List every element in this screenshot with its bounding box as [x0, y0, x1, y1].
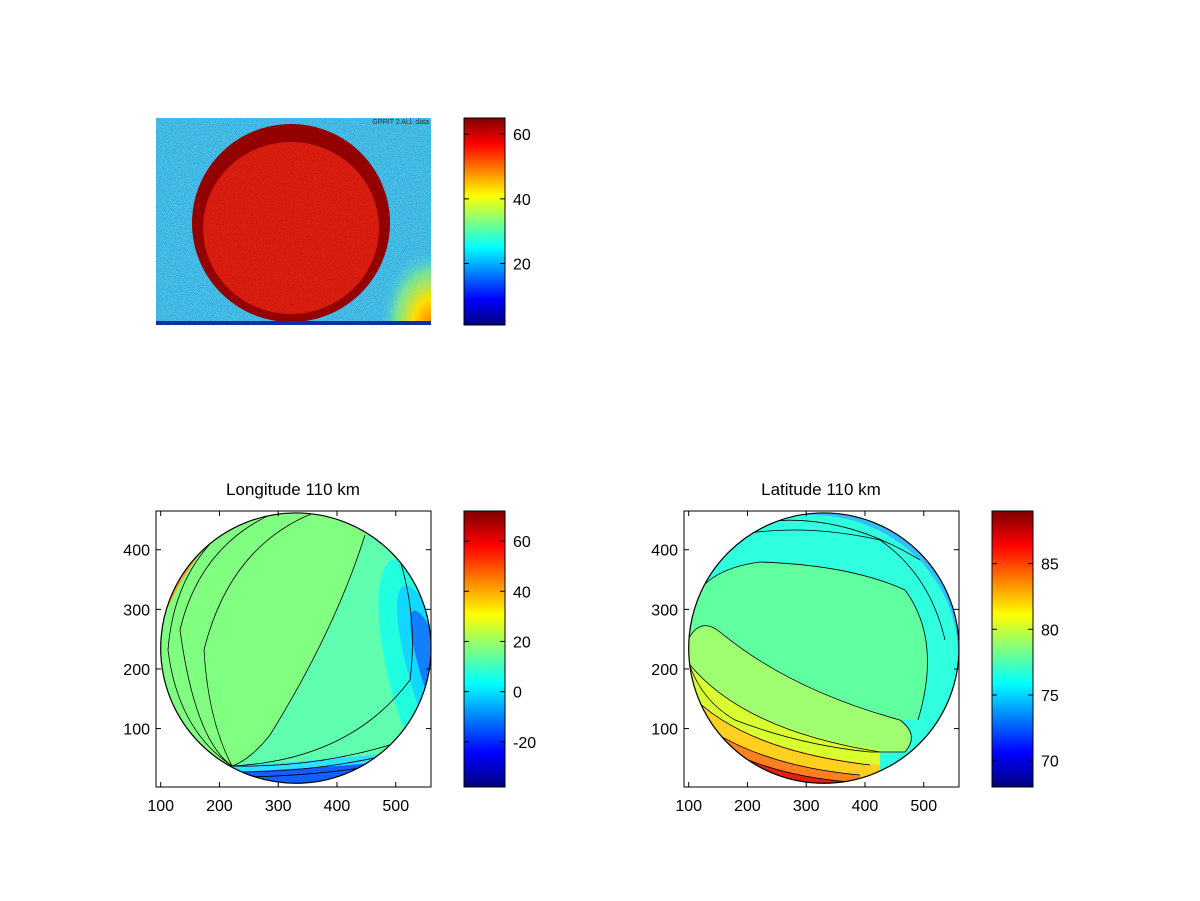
- latitude-y-tick-label: 100: [651, 722, 678, 739]
- latitude-plot: Latitude 110 km: [651, 480, 960, 815]
- longitude-contour-fill: [160, 512, 431, 784]
- longitude-x-tick-label: 300: [265, 798, 292, 815]
- sky-colorbar: 20 40 60: [463, 117, 531, 326]
- longitude-plot: Longitude 110 km: [123, 480, 432, 815]
- sky-colorbar-tick-label: 40: [513, 192, 531, 209]
- longitude-x-tick-label: 500: [382, 798, 409, 815]
- sky-image-watermark: GRRIT 2 ALL data: [372, 119, 429, 126]
- latitude-plot-title: Latitude 110 km: [761, 480, 881, 499]
- latitude-y-tick-label: 200: [651, 662, 678, 679]
- longitude-colorbar-tick-label: 0: [513, 685, 522, 702]
- latitude-colorbar-tick-label: 85: [1041, 557, 1059, 574]
- latitude-y-tick-label: 400: [651, 543, 678, 560]
- longitude-colorbar-tick-label: 40: [513, 584, 531, 601]
- longitude-x-tick-label: 400: [324, 798, 351, 815]
- longitude-colorbar-tick-label: 60: [513, 534, 531, 551]
- longitude-x-tick-label: 100: [147, 798, 174, 815]
- latitude-x-tick-label: 300: [793, 798, 820, 815]
- longitude-colorbar-tick-label: 20: [513, 634, 531, 651]
- longitude-colorbar-tick-label: -20: [513, 735, 536, 752]
- longitude-y-tick-label: 400: [123, 543, 150, 560]
- sky-colorbar-tick-label: 60: [513, 127, 531, 144]
- latitude-x-tick-label: 400: [852, 798, 879, 815]
- latitude-colorbar-tick-label: 80: [1041, 622, 1059, 639]
- longitude-y-tick-label: 300: [123, 602, 150, 619]
- latitude-colorbar-tick-label: 75: [1041, 688, 1059, 705]
- latitude-x-tick-label: 100: [675, 798, 702, 815]
- sky-colorbar-tick-label: 20: [513, 257, 531, 274]
- longitude-x-tick-label: 200: [206, 798, 233, 815]
- latitude-contour-fill: [688, 512, 959, 784]
- latitude-x-tick-label: 200: [734, 798, 761, 815]
- longitude-y-tick-label: 200: [123, 662, 150, 679]
- latitude-colorbar-tick-label: 70: [1041, 754, 1059, 771]
- latitude-x-tick-label: 500: [910, 798, 937, 815]
- sky-image-panel: GRRIT 2 ALL data: [156, 118, 431, 325]
- longitude-y-tick-label: 100: [123, 722, 150, 739]
- latitude-y-tick-label: 300: [651, 602, 678, 619]
- longitude-plot-title: Longitude 110 km: [226, 480, 360, 499]
- longitude-colorbar: -20 0 20 40 60: [463, 510, 536, 788]
- latitude-colorbar: 70 75 80 85: [991, 510, 1059, 788]
- sky-image: [156, 118, 431, 325]
